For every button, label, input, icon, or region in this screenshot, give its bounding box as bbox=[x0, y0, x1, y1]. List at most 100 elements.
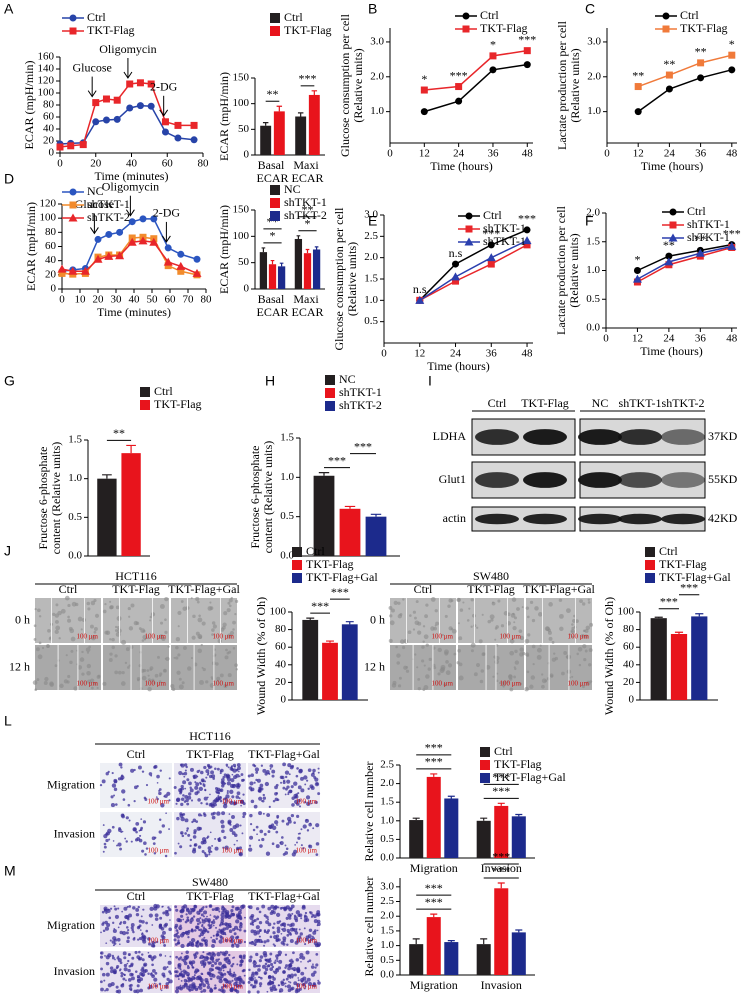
stained-cell bbox=[288, 931, 292, 935]
stained-cell bbox=[119, 930, 124, 935]
stained-cell bbox=[182, 813, 186, 816]
stained-cell bbox=[304, 818, 309, 823]
x-axis-label: Time (hours) bbox=[430, 159, 493, 173]
stained-cell bbox=[274, 905, 278, 910]
texture bbox=[470, 642, 476, 648]
texture bbox=[548, 602, 553, 607]
stained-cell bbox=[124, 837, 127, 840]
error-bar bbox=[447, 795, 455, 799]
texture bbox=[105, 630, 111, 636]
texture bbox=[561, 671, 565, 676]
y-tick-label: 0.0 bbox=[380, 969, 394, 981]
stained-cell bbox=[251, 940, 254, 943]
stained-cell bbox=[201, 930, 204, 934]
panel-letter: J bbox=[4, 543, 11, 559]
texture bbox=[34, 688, 38, 692]
y-tick-label: 80 bbox=[45, 226, 57, 238]
stained-cell bbox=[254, 944, 257, 947]
column-label: Ctrl bbox=[127, 889, 146, 903]
scale-label: 100 μm bbox=[222, 798, 244, 806]
texture bbox=[160, 621, 164, 625]
stained-cell bbox=[226, 791, 229, 795]
stained-cell bbox=[291, 912, 294, 915]
x-tick-label: 36 bbox=[695, 333, 707, 345]
stained-cell bbox=[279, 775, 284, 779]
row-label: 0 h bbox=[15, 612, 30, 626]
stained-cell bbox=[304, 985, 307, 988]
stained-cell bbox=[99, 955, 104, 959]
texture bbox=[209, 682, 215, 688]
data-point bbox=[190, 136, 198, 144]
significance: *** bbox=[311, 599, 329, 613]
legend-marker bbox=[662, 25, 670, 33]
legend-swatch bbox=[645, 560, 655, 570]
texture bbox=[175, 636, 181, 642]
texture bbox=[108, 658, 113, 662]
stained-cell bbox=[221, 811, 226, 816]
x-tick-label: 0 bbox=[59, 294, 65, 306]
stained-cell bbox=[193, 831, 197, 835]
texture bbox=[58, 637, 61, 640]
texture bbox=[526, 615, 530, 619]
stained-cell bbox=[158, 923, 162, 927]
texture bbox=[229, 630, 235, 636]
texture bbox=[202, 667, 206, 672]
stained-cell bbox=[119, 847, 122, 851]
stained-cell bbox=[262, 796, 267, 800]
texture bbox=[109, 638, 112, 641]
stained-cell bbox=[216, 811, 221, 816]
stained-cell bbox=[266, 813, 271, 817]
stained-cell bbox=[185, 907, 190, 911]
texture bbox=[223, 611, 228, 616]
stained-cell bbox=[224, 933, 227, 936]
stained-cell bbox=[309, 911, 312, 914]
texture bbox=[509, 650, 515, 656]
y-tick-label: 60 bbox=[43, 111, 55, 123]
stained-cell bbox=[176, 935, 181, 939]
texture bbox=[54, 629, 59, 634]
scale-label: 100 μm bbox=[148, 847, 170, 855]
stained-cell bbox=[237, 770, 240, 773]
texture bbox=[210, 676, 214, 679]
stained-cell bbox=[123, 956, 127, 960]
stained-cell bbox=[278, 984, 281, 987]
column-label: Ctrl bbox=[59, 582, 78, 596]
significance: n.s bbox=[413, 282, 427, 296]
stained-cell bbox=[143, 841, 147, 846]
stained-cell bbox=[310, 772, 315, 777]
stained-cell bbox=[114, 914, 119, 919]
y-tick-label: 2.5 bbox=[380, 895, 394, 907]
stained-cell bbox=[274, 988, 278, 991]
texture bbox=[142, 668, 147, 673]
y-tick-label: 100 bbox=[270, 606, 287, 618]
data-point bbox=[489, 52, 497, 60]
legend-marker bbox=[662, 12, 670, 20]
scale-label: 100 μm bbox=[296, 798, 318, 806]
stained-cell bbox=[310, 915, 314, 918]
stained-cell bbox=[243, 974, 246, 977]
stained-cell bbox=[233, 988, 237, 992]
stained-cell bbox=[224, 950, 229, 955]
stained-cell bbox=[287, 763, 292, 768]
blot-band bbox=[661, 429, 705, 445]
stained-cell bbox=[127, 968, 131, 973]
stained-cell bbox=[247, 980, 251, 984]
stained-cell bbox=[189, 838, 193, 842]
significance: * bbox=[634, 252, 640, 266]
stained-cell bbox=[238, 913, 241, 916]
stained-cell bbox=[196, 922, 200, 926]
texture bbox=[164, 630, 168, 635]
stained-cell bbox=[313, 775, 317, 779]
significance: *** bbox=[354, 439, 372, 453]
stained-cell bbox=[108, 838, 111, 841]
stained-cell bbox=[174, 943, 178, 946]
micrograph bbox=[171, 598, 237, 643]
texture bbox=[417, 677, 421, 681]
y-tick-label: 1.5 bbox=[280, 432, 294, 444]
texture bbox=[170, 683, 175, 689]
stained-cell bbox=[208, 803, 213, 807]
texture bbox=[572, 618, 576, 623]
stained-cell bbox=[271, 926, 275, 929]
stained-cell bbox=[229, 939, 232, 942]
